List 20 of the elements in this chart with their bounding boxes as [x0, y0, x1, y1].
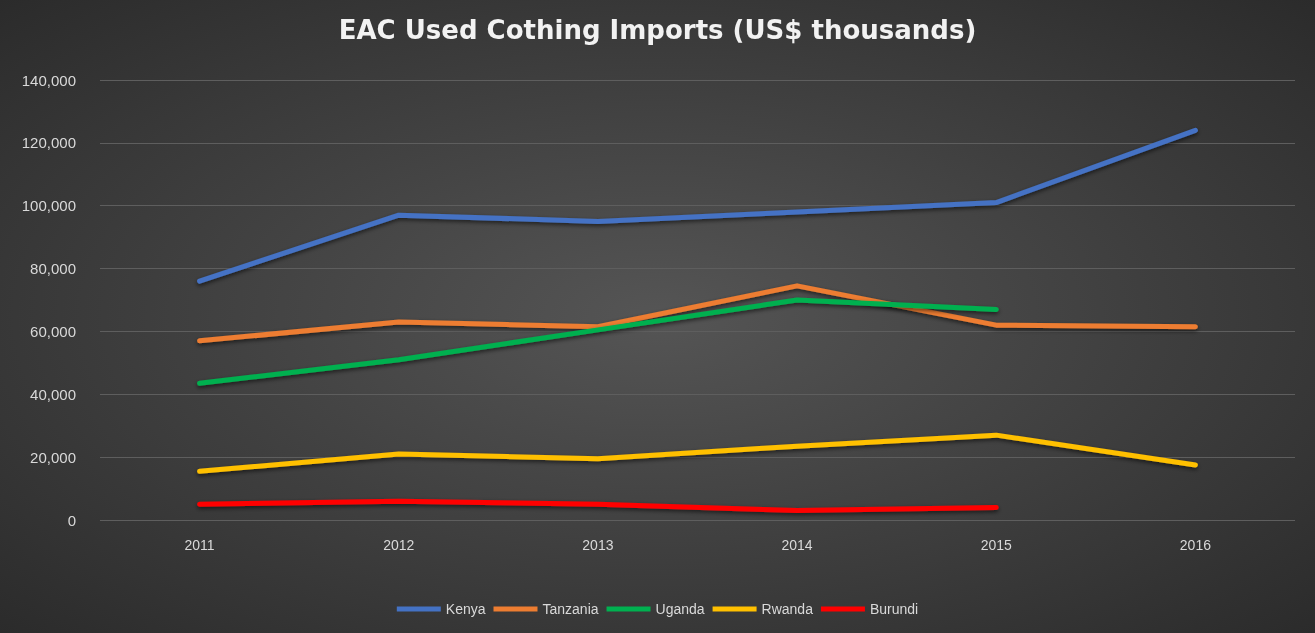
y-tick-label: 100,000: [21, 197, 76, 215]
x-tick-label: 2014: [781, 537, 813, 553]
legend-label: Uganda: [655, 601, 705, 617]
x-tick-label: 2013: [582, 537, 614, 553]
x-tick-label: 2012: [383, 537, 415, 553]
y-tick-label: 20,000: [30, 448, 76, 466]
x-tick-label: 2015: [980, 537, 1013, 553]
y-tick-label: 120,000: [21, 134, 76, 152]
x-tick-label: 2011: [184, 537, 215, 553]
y-tick-label: 80,000: [30, 260, 76, 278]
legend-label: Rwanda: [761, 601, 814, 617]
y-tick-label: 60,000: [30, 322, 76, 340]
y-tick-label: 0: [67, 511, 76, 529]
y-tick-label: 40,000: [30, 385, 76, 403]
x-tick-label: 2016: [1179, 537, 1212, 553]
chart-title: EAC Used Cothing Imports (US$ thousands): [338, 15, 977, 45]
legend-label: Tanzania: [542, 601, 599, 617]
legend-label: Burundi: [869, 601, 919, 617]
legend-label: Kenya: [445, 601, 486, 617]
y-tick-label: 140,000: [21, 71, 76, 89]
